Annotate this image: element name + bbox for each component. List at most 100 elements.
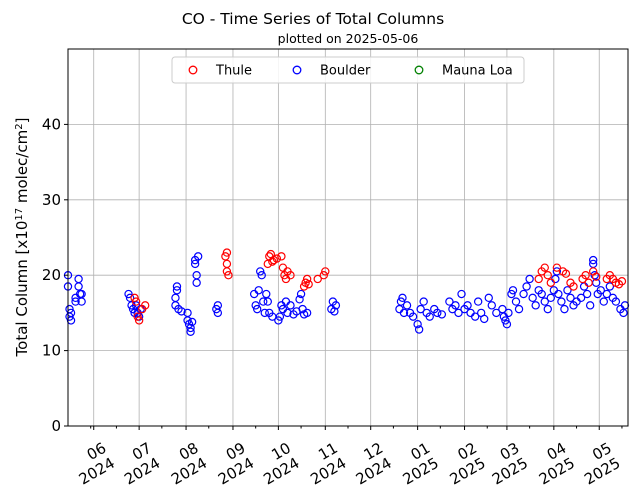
data-point-boulder <box>470 312 480 321</box>
data-point-boulder <box>251 301 260 310</box>
data-point-boulder <box>402 301 412 310</box>
data-point-boulder <box>66 308 76 318</box>
data-point-boulder <box>507 289 516 299</box>
data-point-boulder <box>514 304 524 314</box>
y-tick-label: 40 <box>42 115 61 133</box>
data-point-thule <box>134 316 144 325</box>
data-point-thule <box>140 301 150 310</box>
data-point-thule <box>263 259 272 269</box>
data-point-boulder <box>254 286 263 295</box>
data-point-boulder <box>498 304 507 314</box>
y-tick-label: 0 <box>51 417 61 435</box>
data-point-boulder <box>480 314 489 324</box>
data-point-boulder <box>487 301 496 310</box>
data-point-thule <box>286 271 295 280</box>
data-point-boulder <box>74 274 83 284</box>
data-point-boulder <box>579 282 589 291</box>
data-point-thule <box>272 254 282 263</box>
data-point-boulder <box>531 301 540 310</box>
data-point-boulder <box>466 308 475 318</box>
data-point-boulder <box>71 297 80 306</box>
legend-marker-boulder <box>292 65 302 75</box>
y-tick-label: 20 <box>42 266 61 284</box>
x-tick-label: 022025 <box>438 439 489 489</box>
data-point-thule <box>552 263 562 272</box>
data-point-boulder <box>275 312 285 321</box>
data-point-boulder <box>249 289 259 299</box>
x-tick-label: 072024 <box>113 439 164 489</box>
data-point-boulder <box>596 286 605 295</box>
data-point-thule <box>561 269 571 278</box>
data-point-boulder <box>551 274 560 284</box>
data-point-boulder <box>543 304 552 314</box>
data-point-boulder <box>74 282 83 291</box>
data-point-thule <box>221 252 230 261</box>
data-point-thule <box>617 277 627 286</box>
x-tick-label: 112024 <box>299 439 350 489</box>
data-point-boulder <box>183 316 192 325</box>
y-tick-label: 30 <box>42 191 61 209</box>
data-point-thule <box>319 271 328 280</box>
data-point-boulder <box>566 293 575 303</box>
data-point-boulder <box>501 316 510 325</box>
data-point-boulder <box>212 304 221 314</box>
data-point-boulder <box>172 286 182 295</box>
data-point-boulder <box>286 301 295 310</box>
data-point-boulder <box>274 316 283 325</box>
x-tick-label: 012025 <box>391 439 442 489</box>
x-tick-label: 092024 <box>206 439 257 489</box>
data-point-boulder <box>419 297 428 306</box>
data-point-boulder <box>416 304 425 314</box>
data-point-boulder <box>213 308 223 318</box>
data-point-boulder <box>599 297 608 306</box>
data-point-boulder <box>605 282 615 291</box>
data-point-boulder <box>552 267 562 276</box>
data-point-boulder <box>537 289 546 299</box>
data-point-boulder <box>528 293 537 303</box>
data-point-thule <box>584 278 593 287</box>
data-point-boulder <box>508 286 518 295</box>
data-point-boulder <box>563 286 572 295</box>
data-point-boulder <box>192 278 201 287</box>
data-point-boulder <box>283 308 292 318</box>
data-point-boulder <box>451 301 460 310</box>
legend-label-thule: Thule <box>215 64 252 79</box>
data-point-boulder <box>125 293 135 303</box>
data-point-boulder <box>611 297 621 306</box>
data-point-boulder <box>413 320 422 329</box>
data-point-boulder <box>437 310 447 319</box>
data-point-boulder <box>171 293 180 303</box>
data-point-boulder <box>257 271 266 280</box>
data-point-boulder <box>504 308 513 318</box>
x-tick-label: 102024 <box>252 439 303 489</box>
data-point-thule <box>321 267 330 276</box>
x-tick-label: 082024 <box>159 439 210 489</box>
data-point-boulder <box>511 297 521 306</box>
y-axis-ticks: 0 10 20 30 40 <box>42 115 68 435</box>
data-point-boulder <box>186 323 195 333</box>
data-point-boulder <box>433 308 442 318</box>
data-point-boulder <box>602 289 612 299</box>
data-point-boulder <box>190 259 200 269</box>
x-axis-ticks: 0620240720240820240920241020241120241220… <box>76 426 624 489</box>
plot-area-frame <box>67 48 629 427</box>
data-point-boulder <box>193 252 203 261</box>
data-point-boulder <box>619 308 628 318</box>
data-point-boulder <box>557 297 566 306</box>
legend-label-boulder: Boulder <box>320 64 371 79</box>
x-tick-label: 052025 <box>573 439 624 489</box>
data-point-boulder <box>502 320 512 329</box>
data-point-boulder <box>331 301 341 310</box>
data-point-boulder <box>192 271 201 280</box>
chart-subtitle: plotted on 2025-05-06 <box>278 31 419 46</box>
data-point-thule <box>569 282 578 291</box>
data-point-boulder <box>588 255 598 265</box>
chart-title: CO - Time Series of Total Columns <box>182 10 444 28</box>
data-point-boulder <box>177 307 186 316</box>
data-point-boulder <box>463 301 472 310</box>
data-point-thule <box>224 271 233 280</box>
data-point-boulder <box>302 308 312 318</box>
data-point-thule <box>543 271 552 280</box>
data-point-boulder <box>330 307 339 316</box>
